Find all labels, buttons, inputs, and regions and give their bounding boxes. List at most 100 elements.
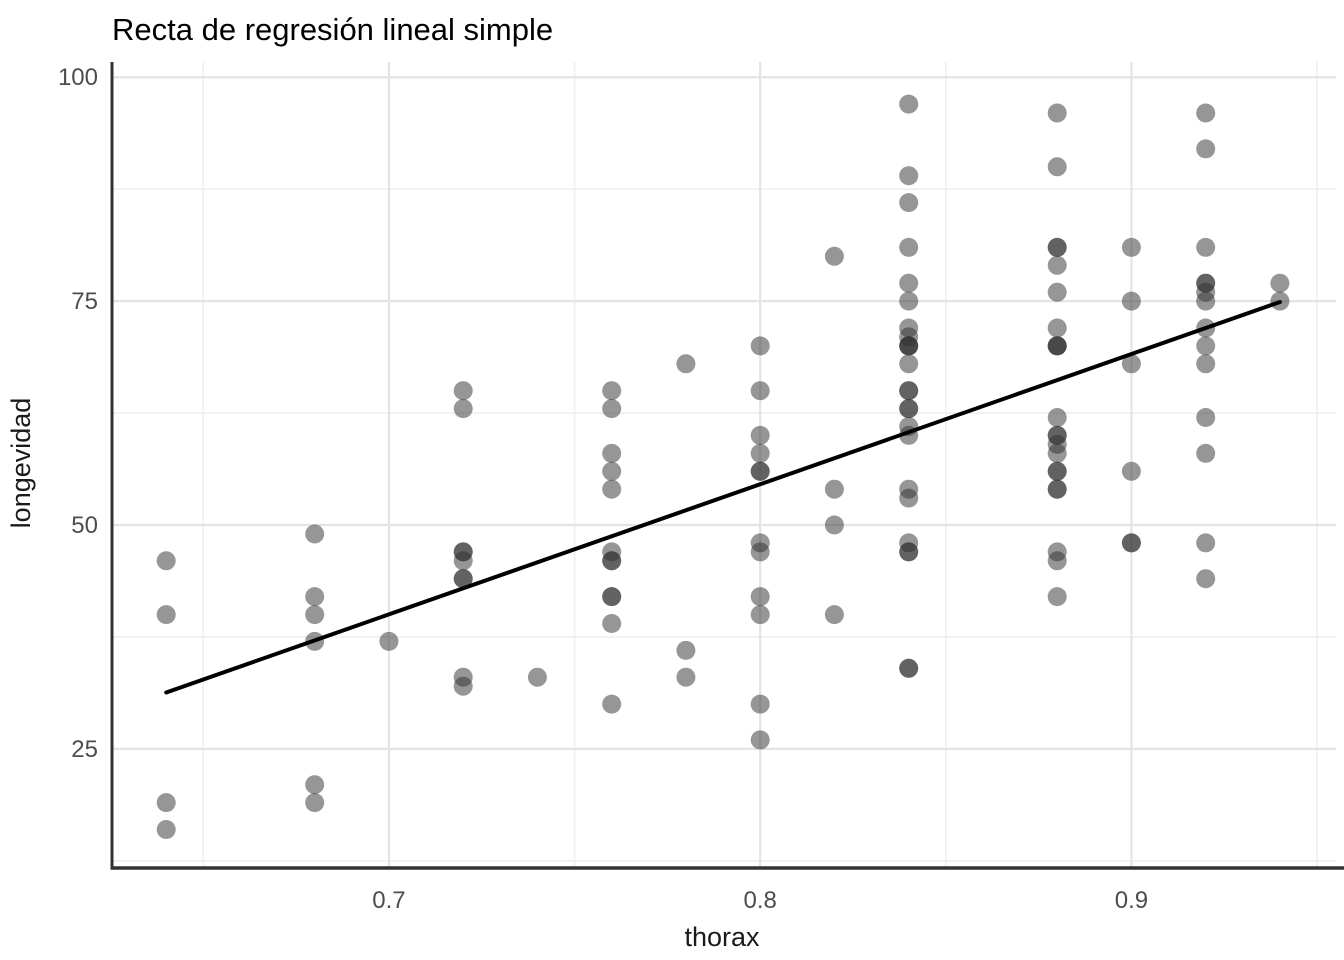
scatter-point (750, 694, 770, 714)
tick-labels: 0.7 0.8 0.9 25 50 75 100 (58, 64, 1148, 914)
scatter-point (1196, 291, 1216, 311)
scatter-point (1047, 551, 1067, 571)
scatter-point (1121, 461, 1141, 481)
scatter-point (453, 676, 473, 696)
scatter-point (899, 193, 919, 213)
scatter-point (824, 246, 844, 266)
scatter-point (899, 273, 919, 293)
scatter-point (1121, 354, 1141, 374)
scatter-point (453, 381, 473, 401)
chart-title: Recta de regresión lineal simple (112, 12, 553, 47)
scatter-point (1196, 569, 1216, 589)
scatter-point (750, 461, 770, 481)
scatter-point (899, 488, 919, 508)
y-tick-label: 25 (71, 736, 98, 763)
scatter-point (899, 237, 919, 257)
scatter-point (750, 730, 770, 750)
scatter-point (1121, 291, 1141, 311)
scatter-point (1047, 408, 1067, 427)
scatter-point (1047, 587, 1067, 607)
scatter-point (824, 515, 844, 535)
scatter-point (750, 542, 770, 562)
scatter-point (824, 479, 844, 499)
scatter-point (1196, 336, 1216, 356)
x-tick-label: 0.8 (744, 887, 777, 914)
x-axis-title: thorax (684, 922, 760, 952)
scatter-point (379, 631, 399, 651)
scatter-point (305, 775, 325, 795)
scatter-point (1047, 461, 1067, 481)
fitted-line (164, 300, 1282, 695)
scatter-point (602, 381, 622, 401)
data-points (156, 94, 1290, 839)
scatter-point (676, 354, 696, 374)
scatter-point (602, 551, 622, 571)
scatter-point (527, 667, 547, 687)
scatter-point (1196, 103, 1216, 123)
y-axis-title: longevidad (6, 398, 36, 529)
scatter-point (1047, 318, 1067, 338)
scatter-point (676, 667, 696, 687)
x-tick-label: 0.9 (1115, 887, 1148, 914)
scatter-point (1196, 408, 1216, 427)
scatter-point (899, 399, 919, 419)
scatter-point (602, 399, 622, 419)
scatter-point (750, 381, 770, 401)
scatter-point (899, 166, 919, 186)
scatter-point (602, 614, 622, 633)
axis-lines (110, 62, 1344, 870)
scatter-point (1196, 533, 1216, 553)
scatter-point (899, 336, 919, 356)
y-tick-label: 75 (71, 288, 98, 315)
scatter-point (156, 820, 176, 839)
scatter-point (1196, 354, 1216, 374)
scatter-point (1047, 157, 1067, 177)
scatter-point (899, 381, 919, 401)
scatter-point (824, 605, 844, 625)
minor-gridlines (112, 62, 1336, 868)
scatter-point (602, 461, 622, 481)
scatter-point (1047, 443, 1067, 463)
scatter-point (305, 605, 325, 625)
scatter-point (156, 605, 176, 625)
scatter-point (156, 551, 176, 571)
scatter-point (899, 658, 919, 678)
scatter-point (156, 793, 176, 813)
x-tick-label: 0.7 (372, 887, 405, 914)
scatter-point (602, 479, 622, 499)
scatter-point (1047, 103, 1067, 123)
y-tick-label: 100 (58, 64, 98, 91)
scatter-point (1047, 237, 1067, 257)
scatter-point (453, 399, 473, 419)
scatter-point (750, 336, 770, 356)
scatter-point (676, 640, 696, 660)
scatter-point (750, 425, 770, 445)
scatter-point (899, 542, 919, 562)
scatter-point (453, 569, 473, 589)
scatter-point (1121, 237, 1141, 257)
y-tick-label: 50 (71, 512, 98, 539)
scatter-point (1047, 336, 1067, 356)
scatter-point (1196, 139, 1216, 159)
scatter-point (602, 694, 622, 714)
scatter-point (899, 94, 919, 114)
major-gridlines (112, 62, 1336, 868)
scatter-point (750, 605, 770, 625)
scatter-point (750, 443, 770, 463)
scatter-point (453, 551, 473, 571)
scatter-point (750, 587, 770, 607)
scatter-point (602, 587, 622, 607)
scatter-point (899, 291, 919, 311)
scatter-point (1047, 282, 1067, 302)
scatter-point (602, 443, 622, 463)
scatter-point (1196, 237, 1216, 257)
scatter-point (305, 524, 325, 544)
scatter-point (1047, 255, 1067, 275)
scatter-point (305, 587, 325, 607)
scatter-point (1270, 273, 1290, 293)
scatter-point (1196, 443, 1216, 463)
scatter-point (899, 354, 919, 374)
scatter-point (1047, 479, 1067, 499)
